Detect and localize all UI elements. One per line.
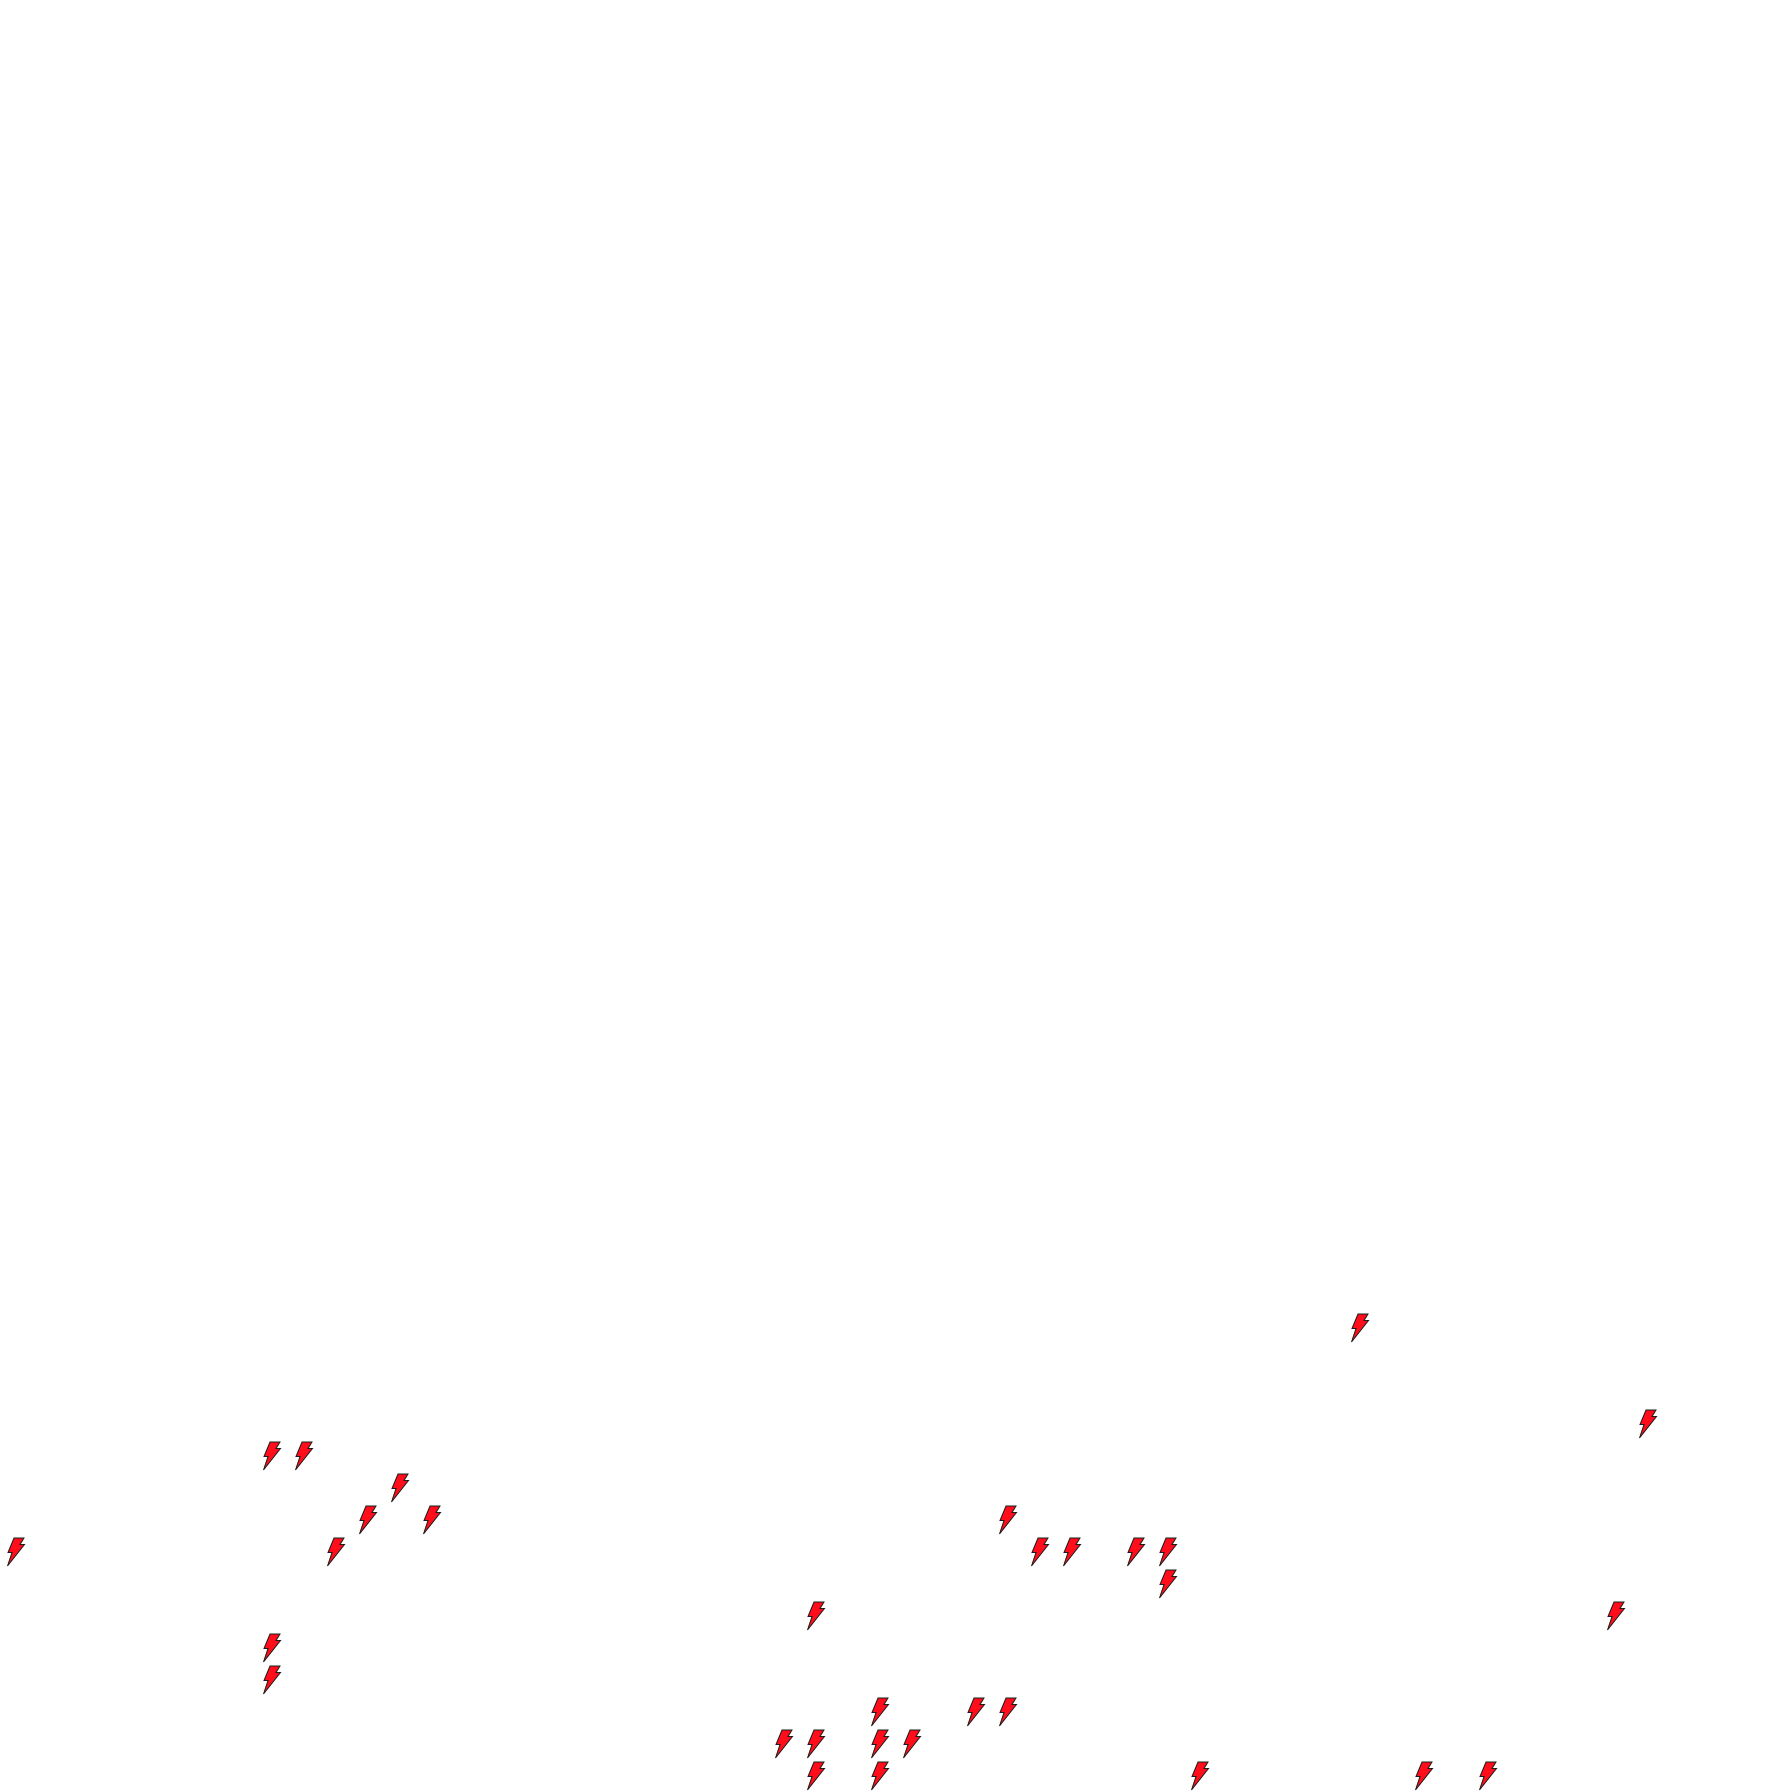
lightning-bolt-icon bbox=[1479, 1761, 1498, 1791]
lightning-bolt-icon bbox=[423, 1505, 442, 1535]
lightning-bolt-icon bbox=[967, 1697, 986, 1727]
lightning-bolt-icon bbox=[1607, 1601, 1626, 1631]
lightning-bolt-icon bbox=[1159, 1537, 1178, 1567]
lightning-bolt-icon bbox=[807, 1761, 826, 1791]
lightning-bolt-icon bbox=[1031, 1537, 1050, 1567]
lightning-bolt-icon bbox=[1415, 1761, 1434, 1791]
lightning-bolt-icon bbox=[871, 1761, 890, 1791]
lightning-bolt-icon bbox=[391, 1473, 410, 1503]
lightning-bolt-icon bbox=[807, 1729, 826, 1759]
lightning-bolt-icon bbox=[359, 1505, 378, 1535]
lightning-bolt-icon bbox=[871, 1729, 890, 1759]
lightning-bolt-icon bbox=[1127, 1537, 1146, 1567]
lightning-bolt-icon bbox=[327, 1537, 346, 1567]
lightning-bolt-icon bbox=[1191, 1761, 1210, 1791]
lightning-bolt-icon bbox=[1159, 1569, 1178, 1599]
lightning-bolt-icon bbox=[807, 1601, 826, 1631]
lightning-bolt-icon bbox=[1351, 1313, 1370, 1343]
lightning-bolt-icon bbox=[999, 1505, 1018, 1535]
lightning-bolt-icon bbox=[263, 1633, 282, 1663]
lightning-bolt-icon bbox=[263, 1665, 282, 1695]
lightning-bolt-icon bbox=[871, 1697, 890, 1727]
lightning-bolt-icon bbox=[7, 1537, 26, 1567]
lightning-bolt-icon bbox=[1639, 1409, 1658, 1439]
lightning-bolt-icon bbox=[999, 1697, 1018, 1727]
lightning-bolt-icon bbox=[263, 1441, 282, 1471]
lightning-bolt-icon bbox=[1063, 1537, 1082, 1567]
lightning-bolt-icon bbox=[295, 1441, 314, 1471]
lightning-bolt-icon bbox=[775, 1729, 794, 1759]
lightning-bolt-icon bbox=[903, 1729, 922, 1759]
